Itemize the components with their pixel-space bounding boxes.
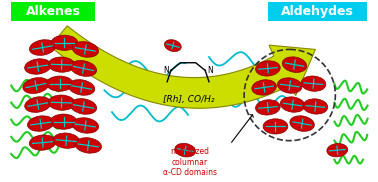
Ellipse shape bbox=[48, 57, 75, 72]
Ellipse shape bbox=[29, 40, 56, 55]
Ellipse shape bbox=[164, 40, 181, 52]
Polygon shape bbox=[50, 26, 315, 108]
Text: nanosized
columnar
α-CD domains: nanosized columnar α-CD domains bbox=[163, 147, 217, 177]
Ellipse shape bbox=[282, 57, 307, 72]
Ellipse shape bbox=[48, 95, 75, 110]
Ellipse shape bbox=[23, 78, 49, 94]
Ellipse shape bbox=[46, 76, 73, 91]
Ellipse shape bbox=[28, 116, 54, 131]
Ellipse shape bbox=[72, 42, 99, 57]
Ellipse shape bbox=[29, 135, 56, 150]
Ellipse shape bbox=[50, 114, 77, 129]
Ellipse shape bbox=[25, 97, 51, 112]
Text: N: N bbox=[207, 66, 213, 75]
Ellipse shape bbox=[263, 119, 288, 134]
Ellipse shape bbox=[68, 80, 95, 95]
Ellipse shape bbox=[175, 143, 195, 157]
Text: [Rh], CO/H₂: [Rh], CO/H₂ bbox=[163, 95, 215, 104]
Ellipse shape bbox=[70, 99, 97, 114]
Ellipse shape bbox=[75, 138, 101, 153]
Ellipse shape bbox=[277, 78, 302, 93]
Ellipse shape bbox=[53, 133, 80, 148]
Ellipse shape bbox=[256, 61, 280, 76]
Ellipse shape bbox=[256, 100, 280, 115]
Ellipse shape bbox=[51, 35, 78, 50]
Text: N: N bbox=[163, 66, 169, 75]
Ellipse shape bbox=[72, 118, 99, 133]
Ellipse shape bbox=[70, 60, 97, 76]
FancyBboxPatch shape bbox=[11, 2, 95, 21]
FancyBboxPatch shape bbox=[268, 2, 367, 21]
Ellipse shape bbox=[290, 116, 314, 131]
Ellipse shape bbox=[327, 143, 348, 157]
Ellipse shape bbox=[25, 59, 51, 74]
Ellipse shape bbox=[303, 99, 328, 114]
Text: Alkenes: Alkenes bbox=[26, 5, 81, 18]
Ellipse shape bbox=[301, 76, 326, 91]
Ellipse shape bbox=[280, 97, 305, 112]
Text: Aldehydes: Aldehydes bbox=[281, 5, 354, 18]
Ellipse shape bbox=[252, 80, 276, 95]
